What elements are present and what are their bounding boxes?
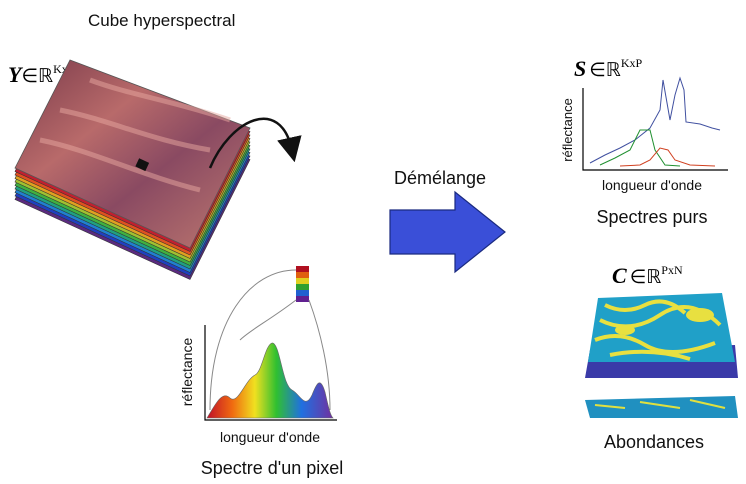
pixel-column — [296, 284, 309, 290]
abundance-maps — [686, 308, 714, 322]
pixel-column — [296, 296, 309, 302]
y-label: réflectance — [179, 338, 195, 407]
set: ∈ℝ — [630, 267, 662, 288]
symbol: C — [612, 263, 627, 288]
superscript: PxN — [661, 263, 683, 277]
x-label: longueur d'onde — [602, 177, 702, 193]
superscript: KxP — [621, 56, 643, 70]
abundance-math-label: C∈ℝPxN — [612, 263, 683, 288]
pixel-column — [296, 266, 309, 302]
x-label: longueur d'onde — [220, 429, 320, 445]
set: ∈ℝ — [589, 60, 621, 81]
endmember-math-label: S∈ℝKxP — [574, 56, 643, 81]
abundance-maps — [615, 325, 635, 335]
symbol: S — [574, 56, 586, 81]
endmember-line — [620, 148, 715, 166]
abundance-maps — [585, 293, 738, 418]
diagram: Cube hyperspectral Y∈ℝKxN réflectance lo… — [0, 0, 746, 484]
caption: Spectres purs — [596, 207, 707, 227]
set: ∈ℝ — [21, 66, 53, 87]
cube-title: Cube hyperspectral — [88, 11, 235, 30]
axes — [583, 88, 728, 170]
pixel-column — [296, 266, 309, 272]
spectrum-curve — [207, 343, 333, 418]
caption: Abondances — [604, 432, 704, 452]
pixel-column — [296, 272, 309, 278]
y-label: réflectance — [560, 98, 575, 162]
caption: Spectre d'un pixel — [201, 458, 344, 478]
pixel-column — [296, 278, 309, 284]
pixel-column — [296, 290, 309, 296]
process-arrow — [390, 192, 505, 272]
process-label: Démélange — [394, 168, 486, 188]
